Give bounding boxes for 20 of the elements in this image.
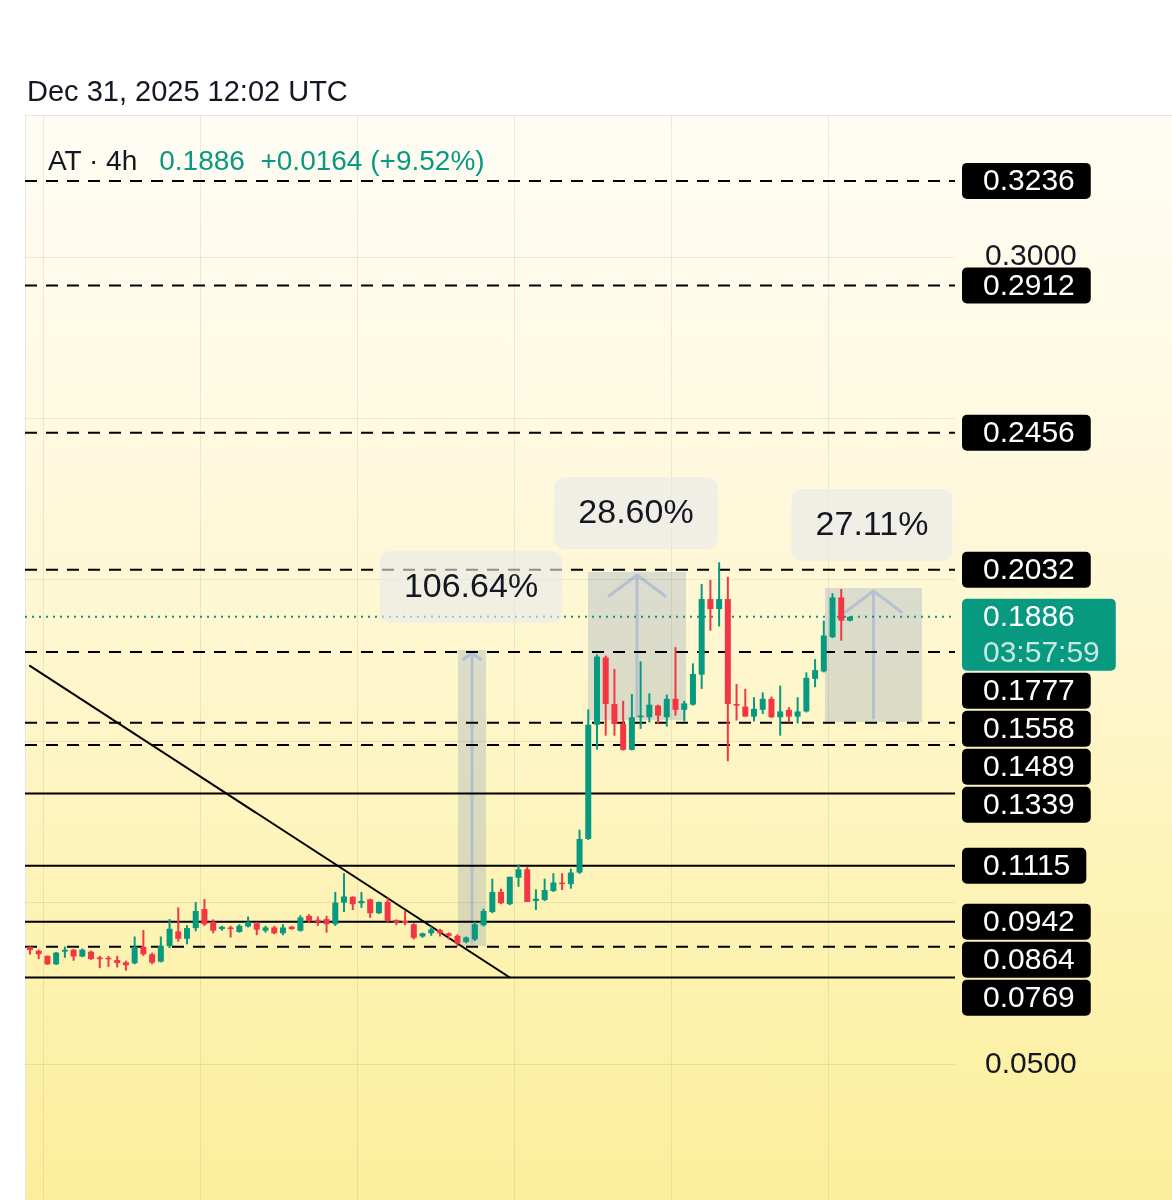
ref-line-label: 0.0942 [983,903,1075,937]
ref-line-label: 0.2032 [983,551,1075,585]
ref-line-label: 0.3236 [983,163,1075,197]
y-tick-label: 0.0500 [985,1045,1077,1079]
ref-line-label: 0.2456 [983,415,1075,449]
text: 03:57:59 [983,635,1100,669]
annotation: 106.64% [403,566,539,605]
annotation: 28.60% [578,492,694,531]
ref-line-label: 0.1558 [983,711,1075,745]
ref-line-label: 0.1886 [983,599,1075,633]
text: AT · 4h [48,145,138,176]
annotation: 0.1886 +0.0164 (+9.52%) [159,145,485,176]
chart-title: Dec 31, 2025 12:02 UTC [27,74,348,109]
ref-line-label: 0.1339 [983,787,1075,821]
ref-line-label: 0.0864 [983,941,1075,975]
ref-line-label: 0.1115 [983,848,1071,882]
annotation: 27.11% [815,504,929,543]
ref-line-label: 0.1777 [983,673,1075,707]
ref-line-label: 0.0769 [983,979,1075,1013]
ref-line-label: 0.1489 [983,749,1075,783]
